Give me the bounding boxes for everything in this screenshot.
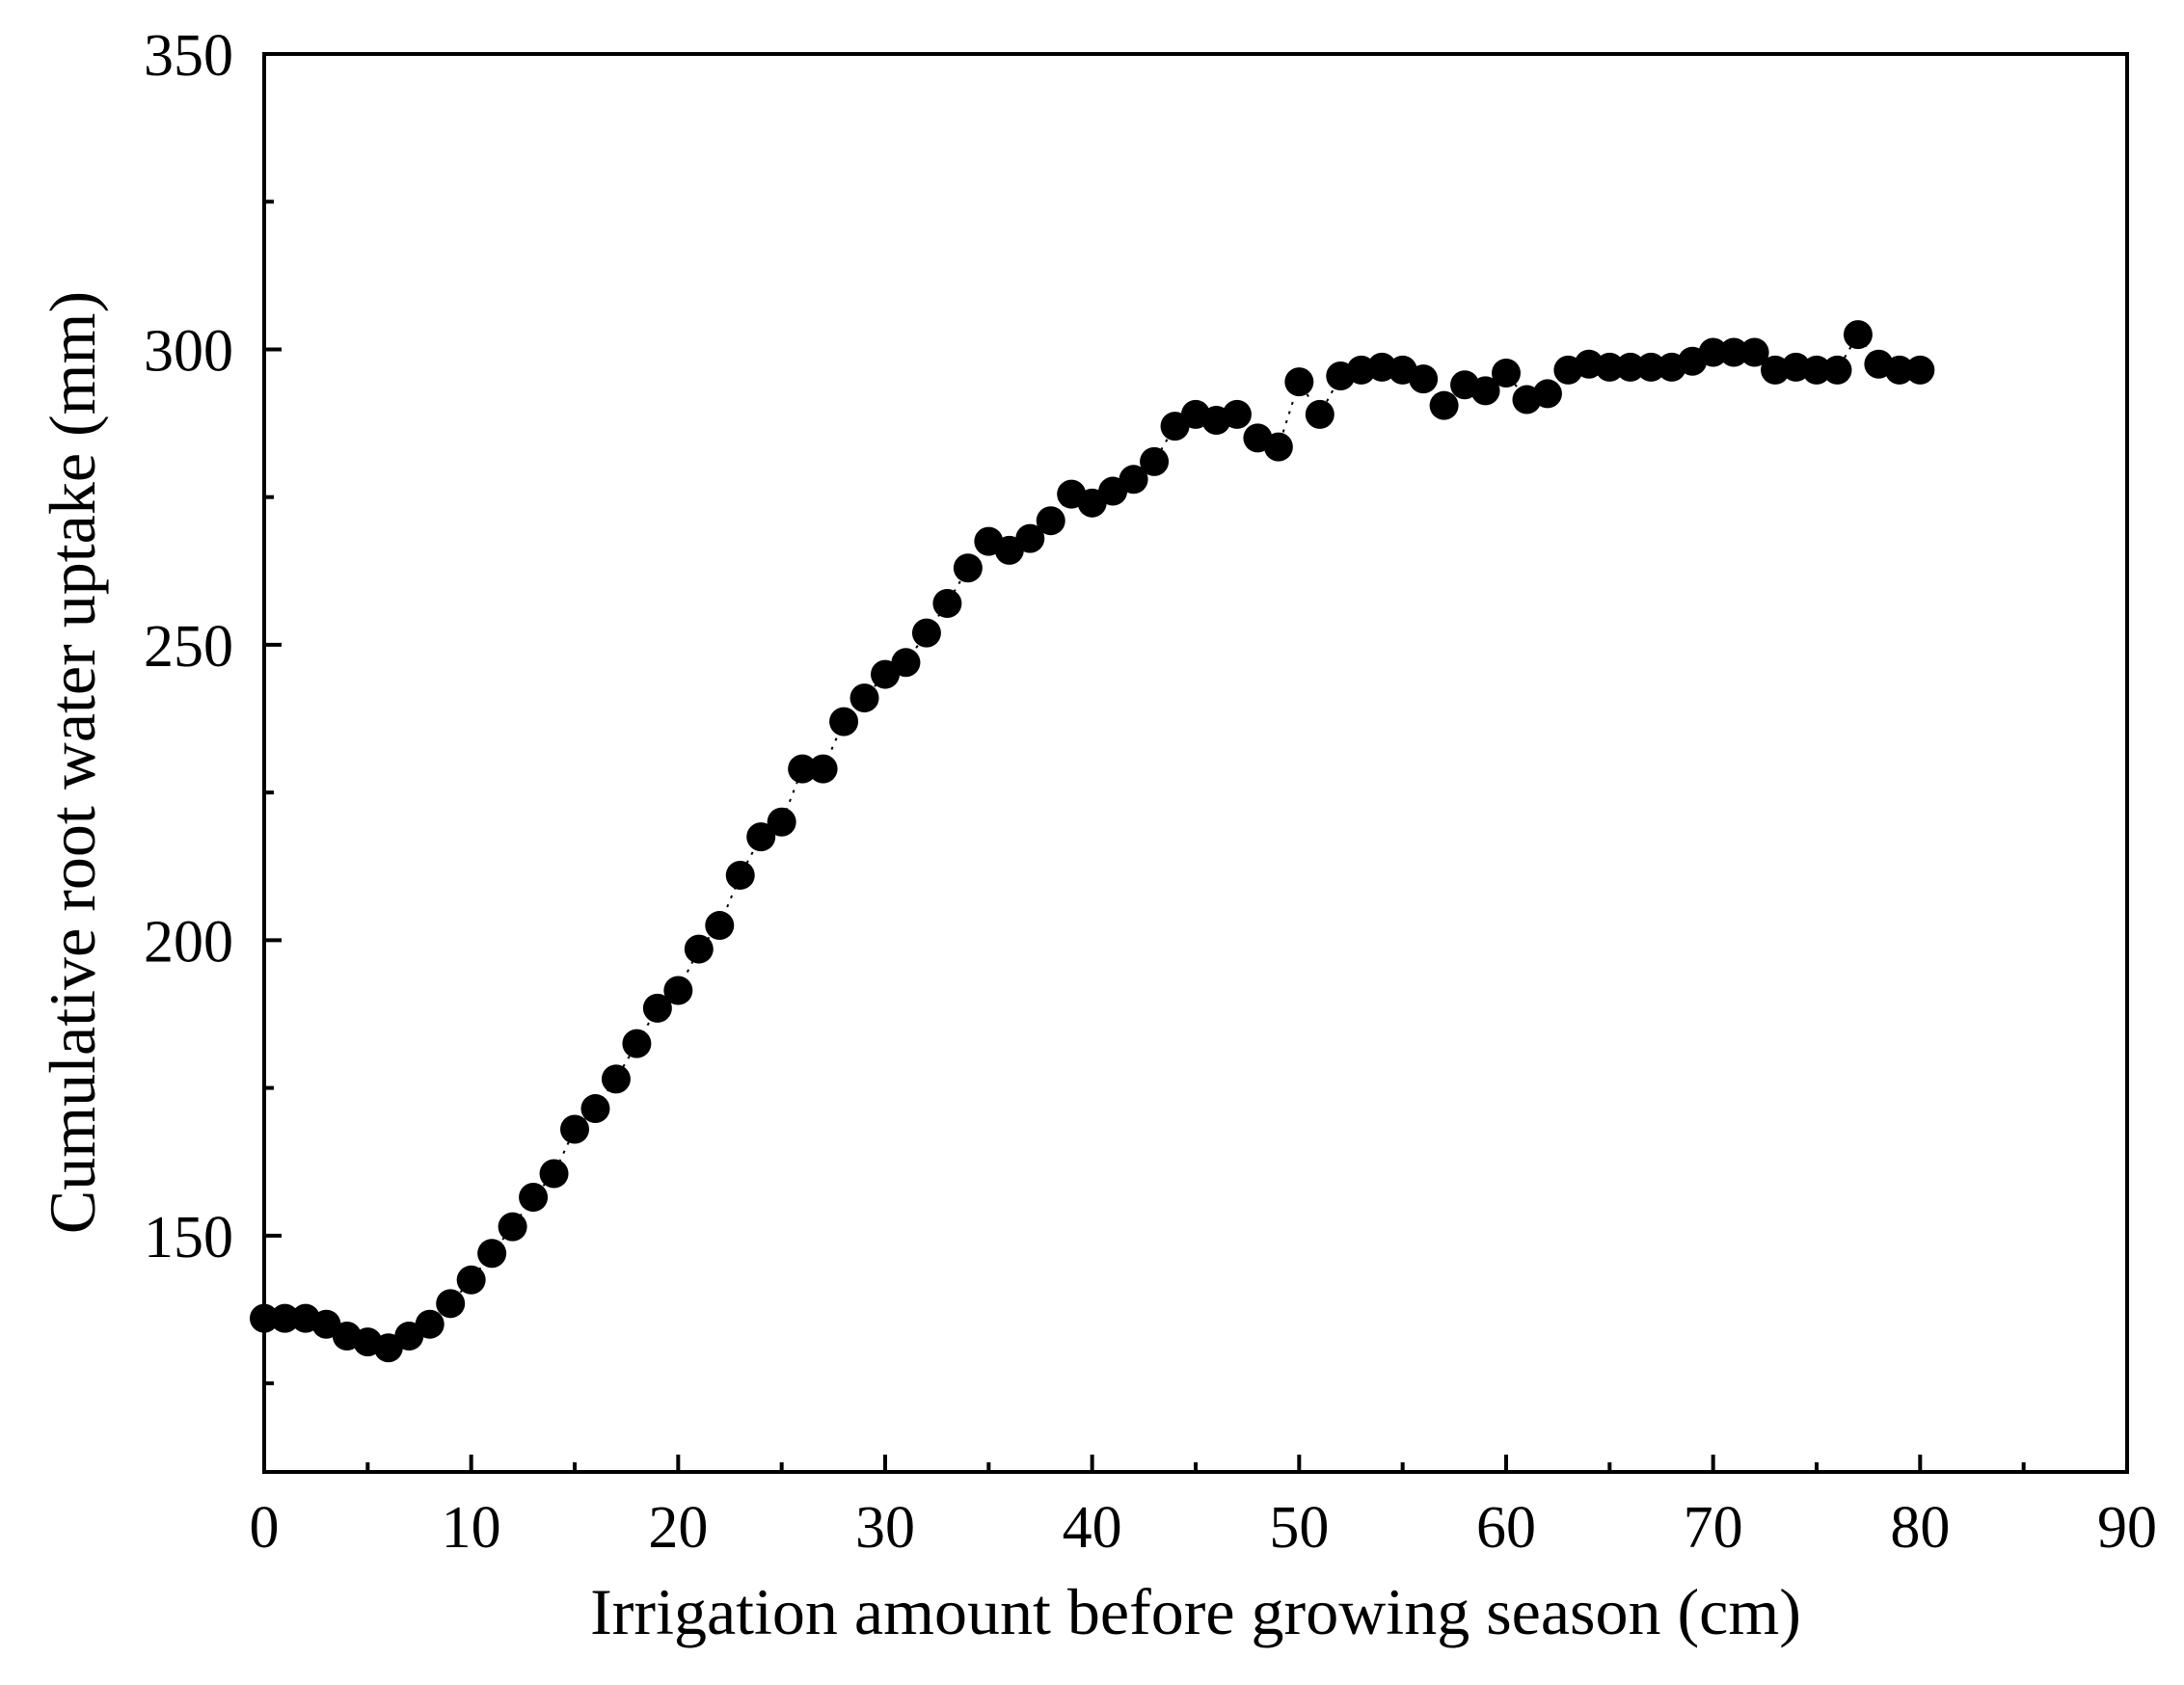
data-point	[1263, 432, 1293, 462]
data-point	[849, 683, 879, 713]
x-tick-label: 60	[1476, 1495, 1536, 1561]
data-point	[808, 754, 838, 784]
x-tick-label: 20	[648, 1495, 708, 1561]
data-point	[580, 1094, 610, 1124]
series-line	[264, 333, 1921, 1350]
data-point	[1036, 506, 1065, 536]
data-point	[1492, 358, 1521, 388]
data-point	[436, 1289, 466, 1319]
data-point	[1884, 355, 1914, 385]
data-point	[829, 707, 859, 736]
y-tick-label: 250	[144, 614, 233, 680]
data-point	[498, 1212, 527, 1242]
data-point	[1595, 352, 1625, 382]
data-point	[1140, 446, 1170, 476]
x-tick-label: 80	[1890, 1495, 1950, 1561]
data-point	[415, 1309, 445, 1339]
y-axis-title: Cumulative root water uptake (mm)	[36, 291, 109, 1234]
y-tick-label: 350	[144, 23, 233, 89]
data-points	[250, 320, 1935, 1363]
data-point	[477, 1239, 507, 1269]
data-point	[1905, 355, 1935, 385]
data-point	[746, 822, 776, 852]
x-tick-label: 50	[1269, 1495, 1329, 1561]
data-point	[1822, 355, 1852, 385]
data-point	[1698, 337, 1728, 367]
data-point	[1305, 399, 1335, 429]
data-point	[250, 1303, 279, 1333]
data-point	[1636, 352, 1666, 382]
data-point	[932, 589, 962, 619]
data-point	[1284, 367, 1314, 397]
data-point	[456, 1265, 486, 1295]
data-point	[622, 1029, 652, 1058]
data-point	[1015, 523, 1045, 553]
y-tick-label: 150	[144, 1205, 233, 1270]
y-tick-label: 200	[144, 909, 233, 975]
x-tick-label: 30	[855, 1495, 915, 1561]
data-point	[1532, 379, 1562, 409]
x-tick-label: 10	[442, 1495, 501, 1561]
data-point	[1843, 320, 1873, 350]
data-point	[1429, 390, 1459, 420]
data-point	[642, 993, 672, 1023]
data-point	[601, 1064, 631, 1094]
x-tick-label: 0	[250, 1495, 280, 1561]
y-tick-label: 300	[144, 318, 233, 384]
axis-tick-labels: 0 10 20 30 40 50 60 70 80 90 150 200 250 300 350	[144, 23, 2157, 1561]
data-point	[1222, 399, 1252, 429]
data-point	[891, 648, 921, 678]
x-tick-label: 70	[1684, 1495, 1743, 1561]
data-point	[953, 553, 983, 583]
data-point	[1409, 364, 1439, 394]
plot-frame	[262, 52, 2129, 1474]
data-point	[725, 860, 755, 890]
data-point	[1719, 337, 1749, 367]
data-point	[663, 976, 693, 1005]
data-point	[519, 1182, 549, 1212]
data-point	[1802, 355, 1831, 385]
x-tick-label: 90	[2097, 1495, 2157, 1561]
data-point	[560, 1114, 589, 1144]
axis-ticks	[262, 52, 2129, 1472]
data-point	[539, 1159, 569, 1189]
data-point	[705, 911, 735, 941]
data-point	[1739, 337, 1769, 367]
data-point	[1470, 376, 1500, 406]
data-point	[684, 934, 714, 964]
data-point	[911, 618, 941, 648]
data-point	[1615, 352, 1645, 382]
data-point	[1119, 465, 1148, 495]
data-point	[767, 807, 796, 837]
x-axis-title: Irrigation amount before growing season …	[590, 1575, 1801, 1648]
data-point	[788, 754, 818, 784]
data-point	[270, 1303, 300, 1333]
x-tick-label: 40	[1063, 1495, 1122, 1561]
